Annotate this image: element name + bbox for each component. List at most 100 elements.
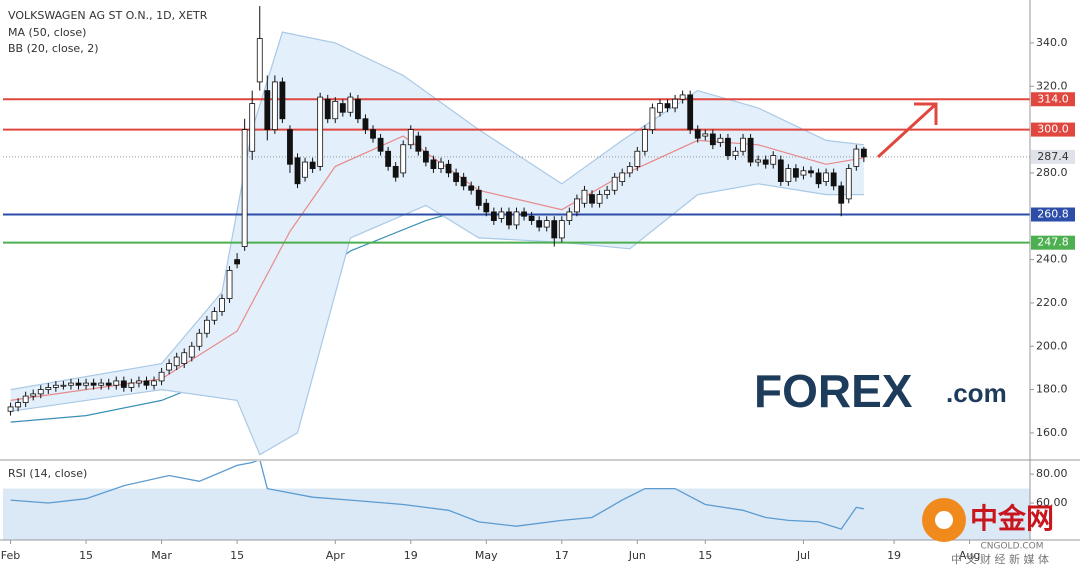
x-tick-label: Feb bbox=[1, 549, 20, 562]
candle-body bbox=[664, 103, 671, 109]
logo-brand: FOREX bbox=[754, 365, 913, 417]
candle-body bbox=[241, 129, 248, 247]
candle-body bbox=[860, 148, 867, 158]
candle-body bbox=[657, 103, 663, 113]
candle-body bbox=[370, 129, 376, 139]
candle-body bbox=[105, 382, 112, 386]
band-fill bbox=[10, 32, 864, 455]
candle-body bbox=[793, 168, 799, 178]
candle-body bbox=[649, 107, 656, 130]
candle-body bbox=[37, 389, 44, 395]
candle-body bbox=[853, 148, 860, 167]
candle-body bbox=[355, 98, 361, 120]
x-tick-label: Apr bbox=[326, 549, 346, 562]
candle-body bbox=[838, 185, 845, 204]
rsi-line bbox=[10, 461, 865, 530]
y-tick-label: 220.0 bbox=[1036, 296, 1068, 309]
candle-body bbox=[60, 384, 67, 387]
candle-body bbox=[687, 94, 694, 130]
candle-body bbox=[453, 172, 459, 182]
candle-body bbox=[271, 81, 278, 130]
candle-body bbox=[626, 166, 633, 174]
x-tick-label: May bbox=[475, 549, 498, 562]
candle-body bbox=[287, 129, 293, 165]
candle-body bbox=[694, 129, 701, 139]
candle-body bbox=[732, 150, 739, 156]
legend-entry: RSI (14, close) bbox=[8, 467, 87, 480]
price-panel bbox=[3, 6, 1030, 456]
candle-body bbox=[158, 371, 165, 382]
level-label: 300.0 bbox=[1037, 123, 1069, 136]
candle-body bbox=[203, 319, 210, 334]
chart-title: VOLKSWAGEN AG ST O.N., 1D, XETR bbox=[8, 9, 208, 22]
rsi-band bbox=[3, 488, 1030, 540]
candle-body bbox=[536, 220, 543, 228]
candle-body bbox=[581, 189, 588, 204]
candle-body bbox=[830, 172, 837, 187]
x-tick-label: 15 bbox=[79, 549, 93, 562]
candle-body bbox=[332, 101, 339, 120]
x-tick-label: Aug bbox=[959, 549, 980, 562]
site-url: CNGOLD.COM bbox=[980, 542, 1043, 552]
candle-body bbox=[725, 137, 731, 156]
candle-body bbox=[619, 172, 626, 182]
rsi-panel bbox=[3, 461, 1030, 540]
candle-body bbox=[641, 129, 648, 152]
candle-body bbox=[211, 311, 218, 321]
candle-body bbox=[521, 211, 527, 217]
candle-body bbox=[483, 202, 490, 213]
candle-body bbox=[181, 352, 188, 364]
level-label-box bbox=[1031, 122, 1075, 137]
last-price-box bbox=[1031, 149, 1075, 164]
candle-body bbox=[513, 211, 520, 226]
candle-body bbox=[823, 172, 830, 182]
x-tick-label: Jul bbox=[796, 549, 810, 562]
candle-body bbox=[574, 198, 580, 213]
candle-body bbox=[309, 161, 316, 169]
candle-body bbox=[430, 159, 437, 169]
x-tick-label: Mar bbox=[151, 549, 172, 562]
y-tick-label: 340.0 bbox=[1036, 36, 1068, 49]
legend-entry: BB (20, close, 2) bbox=[8, 42, 99, 55]
y-tick-label: 180.0 bbox=[1036, 383, 1068, 396]
candle-body bbox=[264, 90, 271, 130]
candle-body bbox=[279, 81, 286, 120]
site-name: 中金网 bbox=[970, 502, 1054, 535]
candle-body bbox=[770, 155, 777, 165]
candle-body bbox=[785, 168, 792, 182]
candle-body bbox=[143, 380, 150, 386]
candle-body bbox=[740, 137, 746, 152]
candle-body bbox=[324, 98, 331, 120]
logo-suffix: .com bbox=[946, 378, 1007, 408]
candle-body bbox=[702, 133, 709, 137]
candle-body bbox=[392, 166, 399, 178]
candle-body bbox=[173, 356, 180, 367]
candle-body bbox=[339, 103, 346, 113]
y-tick-label: 80.00 bbox=[1036, 467, 1068, 480]
candle-body bbox=[762, 159, 769, 165]
candle-body bbox=[15, 402, 22, 408]
candle-body bbox=[188, 345, 195, 358]
candle-body bbox=[234, 259, 240, 265]
candle-body bbox=[800, 170, 807, 176]
candle-body bbox=[113, 380, 120, 386]
candle-body bbox=[589, 194, 595, 204]
candle-body bbox=[7, 406, 14, 412]
candle-body bbox=[506, 211, 512, 226]
site-tagline: 中 文 财 经 新 媒 体 bbox=[951, 552, 1049, 566]
candle-body bbox=[30, 393, 37, 397]
candle-body bbox=[460, 176, 467, 187]
indicator-line bbox=[10, 183, 864, 456]
y-tick-label: 60.00 bbox=[1036, 496, 1068, 509]
y-tick-label: 240.0 bbox=[1036, 253, 1068, 266]
level-label-box bbox=[1031, 207, 1075, 222]
candle-body bbox=[75, 382, 82, 386]
x-tick-label: 19 bbox=[404, 549, 418, 562]
candle-body bbox=[611, 176, 618, 191]
candle-body bbox=[528, 215, 535, 221]
candle-body bbox=[83, 382, 89, 386]
candle-body bbox=[196, 332, 203, 347]
x-tick-label: 15 bbox=[230, 549, 244, 562]
